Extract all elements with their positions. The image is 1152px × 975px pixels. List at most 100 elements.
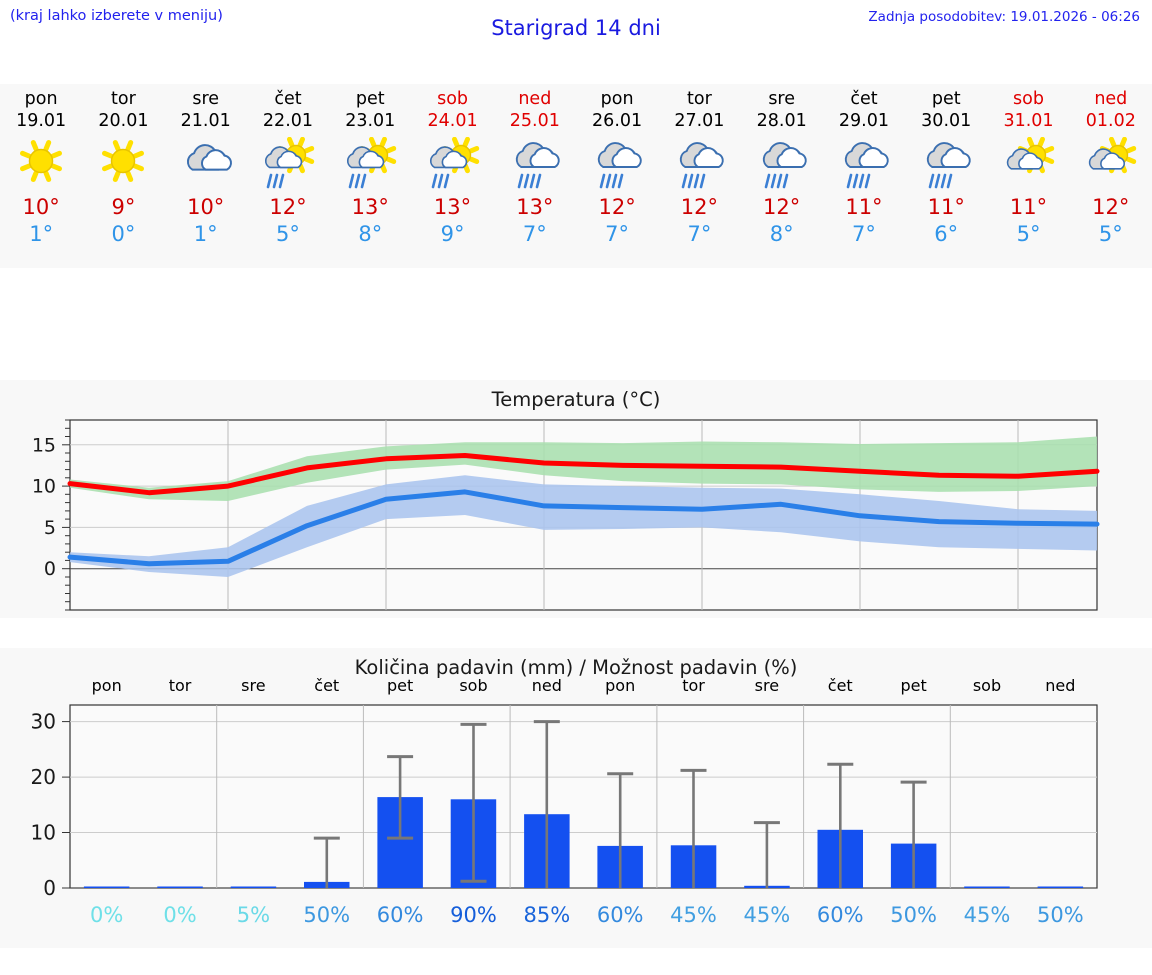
day-date-label: 28.01 <box>756 111 807 131</box>
day-of-week-label: čet <box>274 89 302 109</box>
sunny-icon <box>94 134 152 192</box>
forecast-day-column[interactable]: ned 01.02 12° 5° <box>1070 84 1152 268</box>
precip-day-label: čet <box>314 676 340 695</box>
min-temperature-label: 7° <box>605 222 630 246</box>
cloud-rain-icon <box>753 134 811 192</box>
day-of-week-label: sre <box>192 89 220 109</box>
temperature-chart: 0 5 10 15 <box>32 419 1100 611</box>
precip-probability-label: 45% <box>670 903 717 927</box>
min-temperature-label: 9° <box>440 222 465 246</box>
day-of-week-label: sob <box>437 89 469 109</box>
sun-cloud-icon <box>1082 134 1140 192</box>
day-date-label: 23.01 <box>345 111 396 131</box>
forecast-day-column[interactable]: čet 29.01 11° 7° <box>823 84 905 268</box>
precip-day-label: sre <box>241 676 266 695</box>
cloud-rain-icon <box>588 134 646 192</box>
cloud-rain-icon <box>917 134 975 192</box>
forecast-day-column[interactable]: sob 31.01 11° 5° <box>987 84 1069 268</box>
max-temperature-label: 12° <box>763 195 801 219</box>
precip-day-label: pon <box>91 676 122 695</box>
forecast-day-column[interactable]: sre 21.01 10° 1° <box>165 84 247 268</box>
sunny-icon <box>12 134 70 192</box>
day-date-label: 01.02 <box>1085 111 1136 131</box>
precip-day-label: pet <box>386 676 414 695</box>
forecast-day-column[interactable]: ned 25.01 13° 7° <box>494 84 576 268</box>
svg-text:10: 10 <box>32 476 56 498</box>
precip-bar <box>83 886 130 888</box>
precip-probability-label: 85% <box>523 903 571 927</box>
precip-probability-label: 60% <box>816 903 864 927</box>
precip-bar <box>964 886 1010 888</box>
day-of-week-label: pon <box>600 89 634 109</box>
forecast-day-column[interactable]: tor 27.01 12° 7° <box>658 84 740 268</box>
forecast-day-column[interactable]: pet 23.01 13° 8° <box>329 84 411 268</box>
svg-text:15: 15 <box>32 434 56 456</box>
day-date-label: 27.01 <box>674 111 725 131</box>
forecast-day-column[interactable]: pon 26.01 12° 7° <box>576 84 658 268</box>
forecast-day-column[interactable]: sob 24.01 13° 9° <box>411 84 493 268</box>
day-date-label: 31.01 <box>1003 111 1054 131</box>
precipitation-chart-title: Količina padavin (mm) / Možnost padavin … <box>354 656 798 679</box>
min-temperature-label: 7° <box>522 222 547 246</box>
max-temperature-label: 13° <box>351 195 389 219</box>
cloudy-icon <box>177 134 235 192</box>
cloud-rain-icon <box>835 134 893 192</box>
day-of-week-label: sob <box>1013 89 1044 109</box>
forecast-day-column[interactable]: tor 20.01 9° 0° <box>82 84 164 268</box>
min-temperature-label: 5° <box>1016 222 1041 246</box>
max-temperature-label: 12° <box>269 195 307 219</box>
precip-probability-label: 60% <box>596 903 644 927</box>
menu-hint-text: (kraj lahko izberete v meniju) <box>10 8 223 24</box>
min-temperature-label: 1° <box>193 222 218 246</box>
day-date-label: 21.01 <box>180 111 231 131</box>
min-temperature-label: 8° <box>358 222 383 246</box>
min-temperature-label: 0° <box>111 222 136 246</box>
sun-cloud-icon <box>1000 134 1058 192</box>
precip-day-label: pon <box>605 676 636 695</box>
min-temperature-label: 1° <box>29 222 54 246</box>
precip-probability-label: 0% <box>163 903 197 927</box>
precip-probability-label: 45% <box>743 903 791 927</box>
forecast-day-column[interactable]: sre 28.01 12° 8° <box>741 84 823 268</box>
forecast-day-column[interactable]: čet 22.01 12° 5° <box>247 84 329 268</box>
day-date-label: 26.01 <box>592 111 643 131</box>
day-date-label: 22.01 <box>262 111 314 131</box>
day-of-week-label: sre <box>768 89 796 109</box>
precip-probability-label: 50% <box>890 903 937 927</box>
precip-bar <box>157 886 203 888</box>
svg-text:20: 20 <box>31 765 56 789</box>
day-date-label: 25.01 <box>509 111 560 131</box>
daily-forecast-strip: pon 19.01 10° 1° tor 20.01 9° 0° sre 21.01 10° 1° č… <box>0 84 1152 268</box>
last-updated-text: Zadnja posodobitev: 19.01.2026 - 06:26 <box>868 9 1140 25</box>
cloud-rain-icon <box>506 134 564 192</box>
cloud-rain-icon <box>670 134 728 192</box>
forecast-day-column[interactable]: pet 30.01 11° 6° <box>905 84 987 268</box>
day-date-label: 24.01 <box>427 111 478 131</box>
precip-day-label: sre <box>754 676 780 695</box>
precip-day-label: ned <box>531 676 562 695</box>
precip-bar <box>1037 886 1084 888</box>
svg-text:0: 0 <box>44 558 56 580</box>
day-of-week-label: tor <box>687 89 712 109</box>
max-temperature-label: 13° <box>516 195 554 219</box>
sun-rain-icon <box>341 134 399 192</box>
sun-rain-icon <box>259 134 317 192</box>
day-of-week-label: čet <box>850 89 878 109</box>
precip-probability-label: 5% <box>236 903 271 927</box>
precip-probability-label: 45% <box>963 903 1011 927</box>
precip-day-label: sob <box>972 676 1002 695</box>
day-of-week-label: tor <box>111 89 136 109</box>
precip-probability-label: 60% <box>376 903 424 927</box>
temperature-chart-title: Temperatura (°C) <box>491 388 661 411</box>
min-temperature-label: 5° <box>276 222 300 246</box>
min-temperature-label: 5° <box>1098 222 1123 246</box>
day-of-week-label: pet <box>355 89 385 109</box>
forecast-day-column[interactable]: pon 19.01 10° 1° <box>0 84 82 268</box>
max-temperature-label: 9° <box>111 195 136 219</box>
precipitation-chart: 0 10 20 30 <box>31 704 1098 900</box>
day-of-week-label: ned <box>518 89 552 109</box>
svg-text:5: 5 <box>44 517 56 539</box>
precip-probability-label: 50% <box>303 903 351 927</box>
precip-bar <box>230 886 277 888</box>
